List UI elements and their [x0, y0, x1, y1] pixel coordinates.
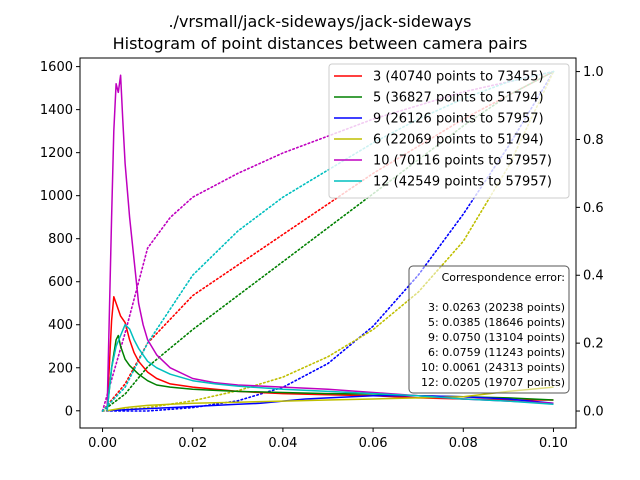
axes-frame	[79, 57, 577, 429]
note-line: 5: 0.0385 (18646 points)	[428, 316, 565, 329]
left-tick-label: 1600	[40, 60, 73, 75]
x-tick-label: 0.10	[539, 436, 568, 451]
left-axis-ticks: 0 200 400 600 800 1000 1200 1400 1600	[40, 60, 80, 419]
x-axis-ticks: 0.00 0.02 0.04 0.06 0.08 0.10	[88, 428, 568, 451]
x-tick-label: 0.00	[88, 436, 117, 451]
legend: 3 (40740 points to 73455) 5 (36827 points…	[328, 63, 570, 199]
note-line: Correspondence error:	[442, 271, 565, 284]
right-axis-ticks: 0.0 0.2 0.4 0.6 0.8 1.0	[576, 65, 604, 420]
legend-label: 12 (42549 points to 57957)	[373, 175, 552, 190]
histogram-line-series-6	[106, 323, 554, 411]
note-line: 3: 0.0263 (20238 points)	[428, 301, 565, 314]
right-tick-label: 0.2	[583, 337, 604, 352]
left-tick-label: 800	[48, 232, 73, 247]
left-tick-label: 1400	[40, 103, 73, 118]
legend-box	[328, 63, 570, 199]
cumulative-line-series-2	[101, 70, 555, 412]
left-tick-label: 400	[48, 318, 73, 333]
legend-label: 5 (36827 points to 51794)	[373, 91, 544, 106]
correspondence-error-box: Correspondence error: 3: 0.0263 (20238 po…	[408, 265, 570, 394]
left-tick-label: 1000	[40, 189, 73, 204]
x-tick-label: 0.06	[359, 436, 388, 451]
left-tick-label: 0	[65, 404, 73, 419]
histogram-line-series-1	[106, 296, 554, 411]
left-tick-label: 600	[48, 275, 73, 290]
histogram-line-series-4	[106, 386, 554, 412]
legend-label: 10 (70116 points to 57957)	[373, 154, 552, 169]
right-tick-label: 0.6	[583, 201, 604, 216]
cumulative-line-series-4	[101, 70, 555, 412]
note-box	[408, 265, 570, 394]
left-tick-label: 200	[48, 361, 73, 376]
histogram-line-series-5	[106, 74, 554, 411]
note-line: 6: 0.0759 (11243 points)	[428, 346, 565, 359]
note-line: 9: 0.0750 (13104 points)	[428, 331, 565, 344]
right-tick-label: 0.0	[583, 405, 604, 420]
chart-subtitle: Histogram of point distances between cam…	[112, 34, 528, 53]
note-line: 12: 0.0205 (19707 points)	[421, 376, 565, 389]
legend-label: 3 (40740 points to 73455)	[373, 70, 544, 85]
legend-label: 9 (26126 points to 57957)	[373, 112, 544, 127]
left-tick-label: 1200	[40, 146, 73, 161]
right-tick-label: 0.8	[583, 133, 604, 148]
note-line: 10: 0.0061 (24313 points)	[421, 361, 565, 374]
right-tick-label: 0.4	[583, 269, 604, 284]
right-tick-label: 1.0	[583, 65, 604, 80]
x-tick-label: 0.08	[449, 436, 478, 451]
histogram-line-series-3	[107, 394, 554, 412]
chart-title: ./vrsmall/jack-sideways/jack-sideways	[168, 12, 472, 31]
x-tick-label: 0.02	[178, 436, 207, 451]
legend-label: 6 (22069 points to 51794)	[373, 133, 544, 148]
x-tick-label: 0.04	[268, 436, 297, 451]
